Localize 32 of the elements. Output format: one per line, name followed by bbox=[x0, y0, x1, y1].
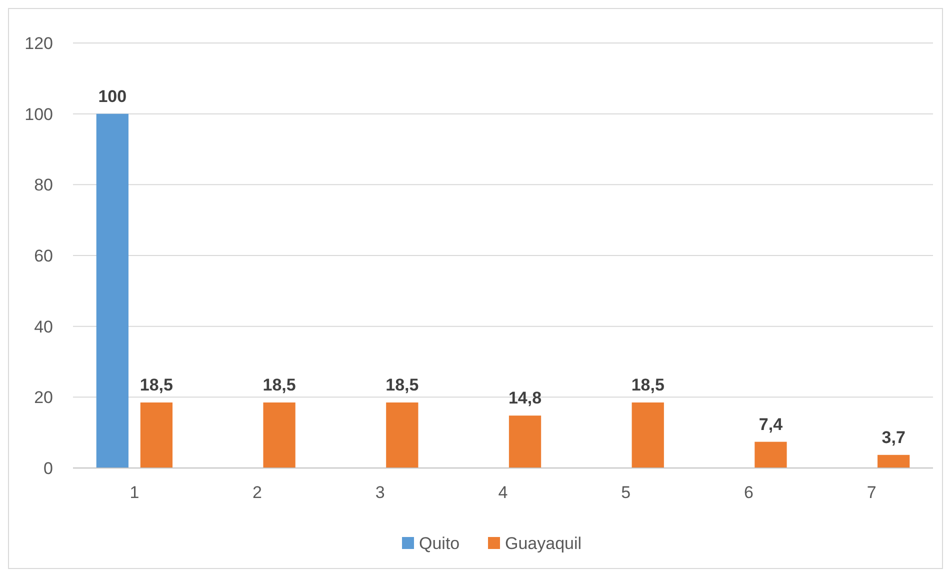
y-tick-label: 120 bbox=[24, 34, 53, 53]
x-tick-label: 2 bbox=[252, 483, 262, 502]
x-tick-label: 1 bbox=[130, 483, 140, 502]
y-tick-label: 60 bbox=[34, 246, 53, 266]
x-tick-label: 5 bbox=[621, 483, 631, 502]
bar bbox=[386, 402, 418, 468]
data-label: 7,4 bbox=[758, 414, 784, 434]
bar bbox=[632, 402, 664, 468]
x-tick-label: 6 bbox=[744, 483, 754, 502]
bar bbox=[508, 416, 542, 468]
bar bbox=[878, 454, 910, 468]
x-tick-label: 4 bbox=[498, 483, 508, 502]
data-label: 100 bbox=[98, 86, 127, 106]
bar bbox=[96, 114, 128, 468]
x-tick-label: 3 bbox=[375, 483, 385, 502]
y-tick-label: 100 bbox=[24, 104, 53, 124]
x-tick-label: 7 bbox=[866, 483, 876, 502]
data-label: 18,5 bbox=[386, 375, 419, 394]
data-label: 18,5 bbox=[262, 375, 296, 394]
data-label: 14,8 bbox=[508, 388, 542, 408]
y-tick-label: 40 bbox=[34, 317, 53, 336]
bar bbox=[140, 402, 173, 468]
data-label: 18,5 bbox=[631, 375, 664, 394]
data-label: 3,7 bbox=[882, 428, 906, 447]
legend-label: Guayaquil bbox=[505, 534, 582, 553]
y-tick-label: 0 bbox=[44, 458, 53, 478]
legend-label: Quito bbox=[419, 534, 460, 553]
y-tick-label: 80 bbox=[34, 176, 53, 195]
bar bbox=[263, 402, 296, 468]
data-label: 18,5 bbox=[140, 375, 173, 394]
y-tick-label: 20 bbox=[34, 388, 53, 408]
bar bbox=[754, 442, 787, 468]
